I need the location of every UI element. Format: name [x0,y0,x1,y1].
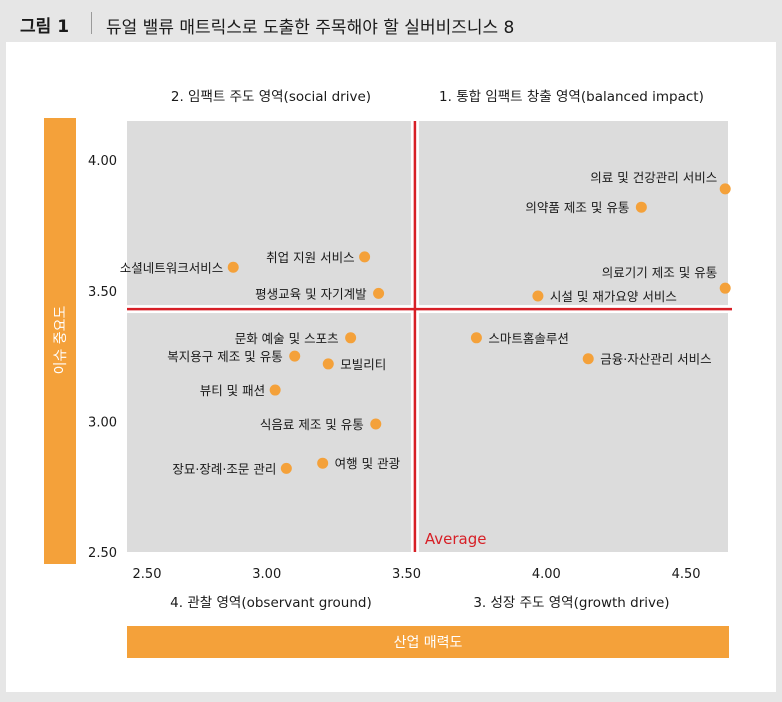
data-point [289,350,301,362]
quadrant-2-label: 2. 임팩트 주도 영역(social drive) [171,89,371,105]
y-tick-label: 4.00 [88,154,117,169]
data-point [532,290,544,302]
x-tick-label: 3.00 [252,567,281,582]
data-point-label: 취업 지원 서비스 [266,250,354,265]
data-point-label: 스마트홈솔루션 [488,331,569,346]
data-point [227,261,239,273]
y-tick-label: 3.50 [88,285,117,300]
quadrant-3-bg [418,313,728,552]
title-bar: 그림 1 듀얼 밸류 매트릭스로 도출한 주목해야 할 실버비즈니스 8 [6,4,776,42]
y-tick-label: 3.00 [88,415,117,430]
data-point-label: 복지용구 제조 및 유통 [167,349,282,364]
data-point-label: 평생교육 및 자기계발 [255,286,367,301]
x-axis-bar [127,626,729,658]
average-label: Average [425,530,487,548]
data-point [269,384,281,396]
x-axis-label: 산업 매력도 [394,635,463,651]
quadrant-1-label: 1. 통합 임팩트 창출 영역(balanced impact) [439,89,704,105]
y-tick-label: 2.50 [88,546,117,561]
data-point [582,353,594,365]
data-point [719,282,731,294]
y-axis-bar [44,118,76,564]
data-point [280,462,292,474]
x-tick-label: 4.00 [532,567,561,582]
quadrant-3-label: 3. 성장 주도 영역(growth drive) [473,595,669,611]
data-point [470,332,482,344]
title-divider [91,12,92,34]
data-point-label: 의료기기 제조 및 유통 [602,265,717,280]
data-point-label: 소셜네트워크서비스 [120,260,224,275]
data-point [370,418,382,430]
figure-title: 듀얼 밸류 매트릭스로 도출한 주목해야 할 실버비즈니스 8 [106,18,515,38]
data-point-label: 의료 및 건강관리 서비스 [590,170,717,185]
data-point-label: 금융·자산관리 서비스 [600,352,711,367]
quadrant-4-bg [127,313,411,552]
data-point-label: 시설 및 재가요양 서비스 [550,289,677,304]
data-point-label: 뷰티 및 패션 [200,383,265,398]
data-point-label: 식음료 제조 및 유통 [260,417,364,432]
data-point [719,183,731,195]
x-tick-label: 4.50 [672,567,701,582]
data-point-label: 모빌리티 [340,357,386,372]
x-tick-label: 2.50 [133,567,162,582]
data-point-label: 여행 및 관광 [335,456,401,471]
data-point-label: 의약품 제조 및 유통 [525,200,629,215]
quadrant-1-bg [418,121,728,306]
y-axis-label: 이슈 중요도 [53,305,69,374]
data-point [322,358,334,370]
data-point-label: 장묘·장례·조문 관리 [172,461,276,476]
x-tick-label: 3.50 [392,567,421,582]
figure-label: 그림 1 [20,17,70,37]
data-point [373,287,385,299]
data-point [345,332,357,344]
data-point [359,251,371,263]
quadrant-4-label: 4. 관찰 영역(observant ground) [170,595,372,611]
data-point-label: 문화 예술 및 스포츠 [235,331,339,346]
data-point [635,201,647,213]
data-point [317,457,329,469]
quadrant-2-bg [127,121,411,306]
